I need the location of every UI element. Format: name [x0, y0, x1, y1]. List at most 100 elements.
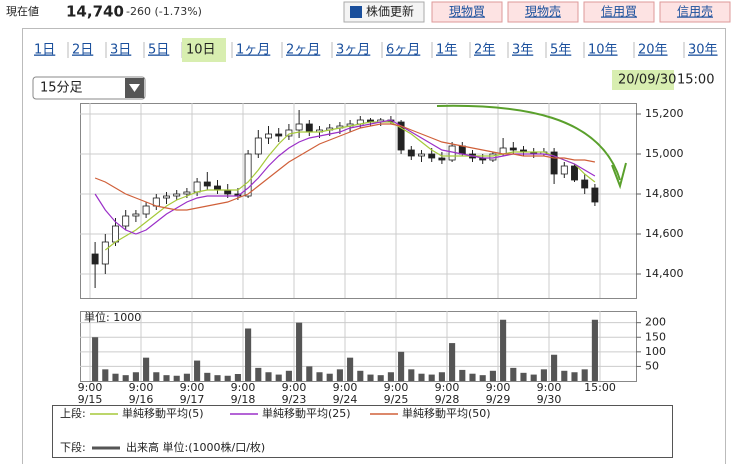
candle-body — [418, 153, 425, 157]
candle-body — [397, 121, 405, 151]
x-tick-time: 9:00 — [180, 381, 205, 394]
volume-bar — [540, 369, 547, 381]
period-tab[interactable]: 3日 — [110, 43, 131, 58]
volume-bar — [214, 375, 221, 381]
period-tab[interactable]: 5年 — [550, 43, 571, 58]
period-tab[interactable]: 10年 — [588, 43, 618, 58]
candle-body — [91, 253, 99, 265]
volume-bar — [296, 322, 303, 381]
legend-label: 単純移動平均(5) — [122, 406, 204, 420]
trade-button-label: 信用売 — [677, 4, 713, 19]
candle-body — [571, 165, 578, 181]
select-arrow — [129, 84, 140, 92]
volume-bar — [530, 374, 537, 381]
candle-body — [122, 215, 130, 227]
volume-bar — [347, 357, 354, 381]
annotation-arrowhead — [611, 162, 627, 190]
volume-bar — [408, 369, 415, 381]
period-tab[interactable]: 2ヶ月 — [286, 43, 320, 58]
candle-body — [275, 133, 283, 137]
volume-bar — [204, 372, 211, 381]
annotation-arrow — [436, 104, 621, 181]
x-tick-time: 9:00 — [537, 381, 562, 394]
x-tick-time: 9:00 — [78, 381, 103, 394]
y2-tick-label: 200 — [645, 316, 666, 329]
legend-lower: 下段: — [60, 440, 86, 454]
candle-body — [254, 137, 262, 155]
trade-button[interactable] — [507, 1, 579, 23]
candle-body — [183, 191, 191, 195]
candle-body — [132, 213, 140, 217]
date-highlight — [612, 70, 674, 90]
volume-bar — [326, 373, 333, 381]
period-tab[interactable]: 1年 — [436, 43, 457, 58]
volume-bar — [367, 374, 374, 381]
volume-bar — [551, 354, 558, 381]
period-tab[interactable]: 3年 — [512, 43, 533, 58]
trade-button[interactable] — [583, 1, 655, 23]
chart-frame — [22, 28, 726, 464]
plot — [91, 110, 599, 381]
x-tick-date: 9/17 — [180, 393, 205, 406]
grid — [80, 103, 641, 381]
y2-tick-label: 150 — [645, 330, 666, 343]
period-tab[interactable]: 1ヶ月 — [236, 43, 270, 58]
candle-body — [163, 195, 170, 199]
period-tab[interactable]: 10日 — [186, 43, 216, 58]
volume-bar — [275, 374, 282, 381]
volume-bar — [173, 375, 180, 381]
trade-button-label: 信用買 — [601, 5, 637, 19]
period-tab[interactable]: 3ヶ月 — [336, 43, 370, 58]
y-tick-label: 14,600 — [645, 227, 684, 240]
candle-body — [101, 241, 109, 265]
volume-bar — [245, 328, 252, 381]
y2-tick-label: 50 — [645, 359, 659, 372]
period-tab[interactable]: 5日 — [148, 43, 169, 58]
refresh-label: 株価更新 — [366, 4, 414, 19]
x-tick-date: 9/15 — [78, 393, 103, 406]
volume-bar — [428, 374, 435, 381]
volume-bar — [377, 375, 384, 381]
moving-average — [104, 121, 596, 251]
y-tick-label: 15,200 — [645, 107, 684, 120]
period-tab[interactable]: 2日 — [72, 43, 93, 58]
price-change: -260 (-1.73%) — [126, 5, 202, 18]
volume-bar — [561, 370, 568, 381]
volume-bar — [234, 374, 241, 381]
period-tab[interactable]: 20年 — [638, 43, 668, 58]
volume-bar — [418, 373, 425, 381]
candle-body — [458, 145, 466, 155]
trade-button[interactable] — [431, 1, 503, 23]
period-tab[interactable]: 1日 — [34, 43, 55, 58]
volume-bar — [591, 319, 598, 381]
volume-bar — [336, 369, 343, 381]
moving-average — [94, 123, 596, 211]
volume-bar — [459, 369, 466, 381]
volume-bar — [92, 337, 99, 381]
volume-bar — [438, 372, 445, 381]
volume-bar — [194, 360, 201, 381]
candle-body — [295, 123, 303, 131]
x-tick-date: 9/24 — [333, 393, 358, 406]
volume-bar — [520, 372, 527, 381]
trade-button[interactable] — [659, 1, 731, 23]
volume-bar — [112, 373, 119, 381]
x-tick-date: 9/25 — [384, 393, 409, 406]
legend: 単純移動平均(5) 単純移動平均(25) 単純移動平均(50) — [90, 406, 491, 420]
x-tick-time: 9:00 — [231, 381, 256, 394]
refresh-icon — [350, 6, 362, 18]
trade-buttons: 現物買 現物売 信用買 信用売 — [431, 1, 731, 23]
interval-label: 15分足 — [40, 81, 83, 96]
period-tab[interactable]: 30年 — [688, 43, 718, 58]
candle-body — [407, 149, 415, 157]
candle-body — [550, 151, 558, 175]
interval-select[interactable] — [32, 76, 146, 100]
period-tab[interactable]: 6ヶ月 — [386, 43, 420, 58]
candle-body — [142, 205, 150, 215]
x-tick-time: 9:00 — [486, 381, 511, 394]
refresh-button[interactable] — [343, 1, 425, 23]
candle-body — [591, 187, 599, 203]
y2-tick-label: 100 — [645, 345, 666, 358]
period-tab[interactable]: 2年 — [474, 43, 495, 58]
candle-body — [112, 225, 119, 243]
